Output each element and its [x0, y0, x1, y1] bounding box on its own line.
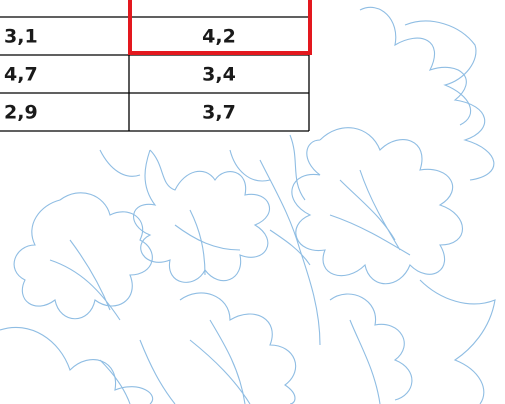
table-cell: 4,2 [202, 26, 236, 48]
table: 3,1 4,2 4,7 3,4 2,9 3,7 [0, 0, 310, 131]
table-cell: 4,7 [4, 64, 38, 86]
page: 3,14,24,73,42,93,7 (() => { const data =… [0, 0, 505, 404]
table-cell: 3,4 [202, 64, 236, 86]
table-background [0, 0, 309, 131]
table-cell: 3,7 [202, 102, 236, 124]
screenshot: 3,1 4,2 4,7 3,4 2,9 3,7 [0, 0, 505, 404]
table-cell: 3,1 [4, 26, 38, 48]
table-cell: 2,9 [4, 102, 38, 124]
